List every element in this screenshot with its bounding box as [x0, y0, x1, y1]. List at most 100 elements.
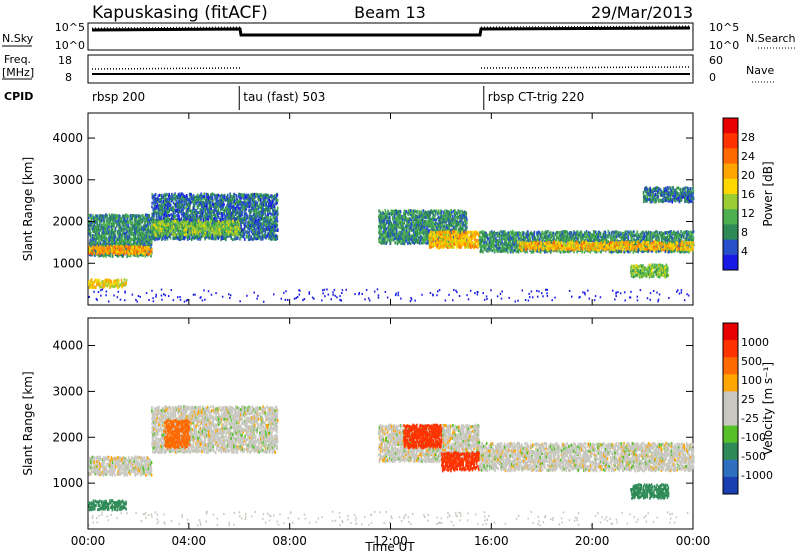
scatter-point: [164, 294, 167, 297]
x-tick-label: 20:00: [575, 534, 610, 548]
station-title: Kapuskasing (fitACF): [92, 3, 268, 23]
scatter-point: [403, 515, 406, 518]
scatter-point: [347, 514, 349, 517]
scatter-point: [477, 522, 479, 525]
colorbar-swatch: [723, 340, 738, 358]
scatter-point: [221, 295, 224, 298]
scatter-point: [599, 521, 602, 524]
scatter-point: [355, 516, 357, 519]
scatter-point: [440, 521, 443, 524]
data-band: [163, 419, 191, 450]
scatter-point: [537, 515, 540, 518]
scatter-point: [558, 523, 561, 526]
scatter-point: [354, 293, 356, 296]
scatter-point: [333, 288, 336, 291]
colorbar-swatch: [723, 408, 738, 427]
cpid-row: rbsp 200 tau (fast) 503 rbsp CT-trig 220: [92, 86, 584, 110]
scatter-point: [605, 516, 608, 519]
scatter-point: [645, 514, 647, 517]
x-tick-label: 00:00: [71, 534, 106, 548]
scatter-point: [205, 512, 208, 515]
colorbar-tick-label: -25: [741, 412, 759, 425]
scatter-point: [116, 517, 118, 520]
scatter-point: [289, 511, 292, 514]
colorbar-swatch: [723, 254, 738, 271]
scatter-point: [308, 292, 311, 295]
scatter-point: [160, 294, 163, 297]
colorbar-swatch: [723, 163, 738, 180]
scatter-point: [117, 290, 120, 293]
scatter-point: [151, 515, 153, 518]
scatter-point: [568, 519, 571, 522]
freq-tick-bottom: 8: [65, 71, 72, 84]
scatter-point: [156, 513, 158, 516]
scatter-point: [423, 514, 425, 517]
scatter-point: [628, 296, 631, 299]
scatter-point: [140, 520, 143, 523]
scatter-point: [427, 513, 430, 516]
scatter-point: [467, 298, 470, 301]
scatter-point: [407, 516, 410, 519]
scatter-point: [616, 521, 619, 524]
scatter-point: [341, 521, 344, 524]
scatter-point: [283, 522, 285, 525]
scatter-point: [544, 514, 547, 517]
scatter-point: [244, 517, 247, 520]
scatter-point: [409, 300, 412, 303]
scatter-point: [200, 296, 202, 299]
scatter-point: [339, 298, 341, 301]
scatter-point: [447, 511, 449, 514]
scatter-point: [551, 518, 554, 521]
data-band: [642, 186, 695, 204]
scatter-point: [611, 522, 614, 525]
scatter-point: [436, 290, 439, 293]
scatter-point: [656, 291, 658, 294]
scatter-point: [181, 514, 184, 517]
scatter-point: [285, 290, 287, 293]
colorbar-frame: [722, 322, 739, 495]
y-tick-label: 4000: [52, 131, 83, 145]
scatter-point: [395, 292, 397, 295]
scatter-point: [160, 288, 163, 291]
scatter-point: [176, 296, 179, 299]
scatter-point: [686, 293, 688, 296]
colorbar-swatch: [723, 209, 738, 225]
scatter-point: [299, 289, 301, 292]
scatter-point: [582, 291, 584, 294]
scatter-point: [673, 521, 676, 524]
scatter-point: [584, 293, 586, 296]
nsearch-tick-top: 10^5: [709, 21, 739, 34]
scatter-point: [615, 295, 617, 298]
scatter-point: [156, 522, 158, 525]
y-axis-title: Slant Range [km]: [21, 157, 35, 261]
scatter-point: [163, 521, 165, 524]
scatter-point: [256, 297, 258, 300]
scatter-point: [440, 517, 443, 520]
scatter-point: [364, 298, 366, 301]
scatter-point: [161, 298, 163, 301]
y-tick-label: 4000: [52, 339, 83, 353]
cpid-program-label: tau (fast) 503: [243, 90, 325, 104]
scatter-point: [251, 515, 253, 518]
scatter-point: [536, 289, 538, 292]
scatter-point: [155, 295, 157, 298]
scatter-point: [671, 512, 673, 515]
y-tick-label: 3000: [52, 173, 83, 187]
scatter-point: [361, 292, 363, 295]
scatter-point: [680, 289, 683, 292]
scatter-point: [338, 511, 341, 514]
nsky-trace: [91, 26, 691, 37]
scatter-point: [276, 520, 278, 523]
scatter-point: [152, 300, 155, 303]
scatter-point: [467, 512, 469, 515]
scatter-point: [353, 514, 356, 517]
scatter-point: [262, 517, 264, 520]
scatter-point: [573, 519, 576, 522]
scatter-point: [101, 511, 103, 514]
scatter-point: [179, 298, 182, 301]
scatter-point: [384, 290, 387, 293]
scatter-point: [427, 519, 429, 522]
y-tick-label: 1000: [52, 256, 83, 270]
colorbar-swatch: [723, 323, 738, 341]
colorbar-tick-label: 500: [741, 355, 762, 368]
